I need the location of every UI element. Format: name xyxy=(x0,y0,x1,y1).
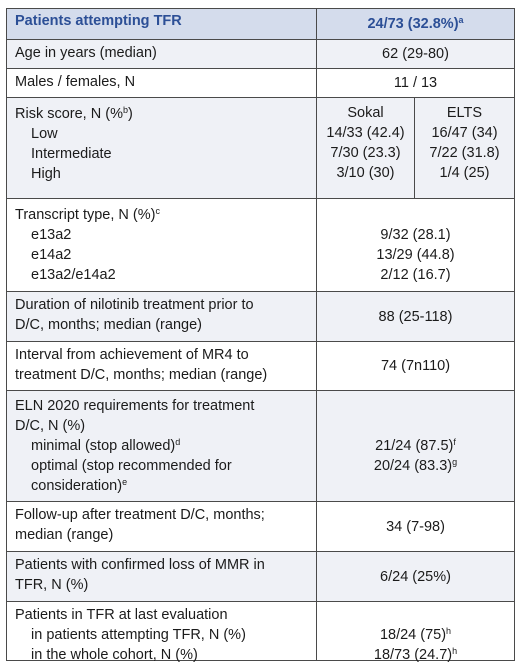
tfr-values-cell: 18/24 (75)h 18/73 (24.7)h xyxy=(317,602,514,664)
interval-label-line-1: Interval from achievement of MR4 to xyxy=(15,347,249,363)
interval-label-cell: Interval from achievement of MR4 to trea… xyxy=(7,342,317,390)
eln-minimal-value: 21/24 (87.5)f xyxy=(375,436,456,456)
eln-label-line-1: ELN 2020 requirements for treatment xyxy=(15,398,255,414)
tfr-sub-label-attempting: in patients attempting TFR, N (%) xyxy=(31,627,246,643)
interval-label-line-2: treatment D/C, months; median (range) xyxy=(15,367,268,383)
followup-label-line-1: Follow-up after treatment D/C, months; xyxy=(15,507,265,523)
eln-optimal-footnote: e xyxy=(122,477,128,487)
transcript-label: Transcript type, N (%)c xyxy=(15,205,308,225)
tfr-value-cohort-footnote: h xyxy=(452,646,458,656)
sokal-low: 14/33 (42.4) xyxy=(326,125,405,141)
duration-label-line-1: Duration of nilotinib treatment prior to xyxy=(15,297,254,313)
eln-optimal-value: 20/24 (83.3)g xyxy=(374,456,457,476)
sokal-header: Sokal xyxy=(347,105,384,121)
tfr-characteristics-table: Patients attempting TFR 24/73 (32.8%)a A… xyxy=(6,8,515,664)
sokal-intermediate: 7/30 (23.3) xyxy=(330,145,401,161)
eln-label-cell: ELN 2020 requirements for treatment D/C,… xyxy=(7,391,317,501)
risk-level-high: High xyxy=(31,166,61,182)
loss-label-line-2: TFR, N (%) xyxy=(15,577,89,593)
transcript-type-e14a2: e14a2 xyxy=(31,247,72,263)
eln-minimal-text: minimal (stop allowed) xyxy=(31,438,176,454)
eln-label-line-2: D/C, N (%) xyxy=(15,418,86,434)
transcript-type-e13a2: e13a2 xyxy=(31,227,72,243)
eln-minimal-value-text: 21/24 (87.5) xyxy=(375,438,454,454)
duration-value: 88 (25-118) xyxy=(378,308,453,325)
eln-optimal-text: consideration) xyxy=(31,478,123,494)
eln-optimal-value-text: 20/24 (83.3) xyxy=(373,458,453,474)
header-value-text: 24/73 (32.8%) xyxy=(367,16,459,32)
duration-label-cell: Duration of nilotinib treatment prior to… xyxy=(7,292,317,341)
loss-label-line-1: Patients with confirmed loss of MMR in xyxy=(15,557,265,573)
eln-minimal-footnote: d xyxy=(175,437,181,447)
risk-level-low: Low xyxy=(31,126,58,142)
risk-level-intermediate: Intermediate xyxy=(31,146,112,162)
age-value: 62 (29-80) xyxy=(382,46,449,62)
risk-label: Risk score, N (%b) xyxy=(15,104,308,124)
transcript-value-both: 2/12 (16.7) xyxy=(380,267,451,283)
risk-label-text: Risk score, N (% xyxy=(15,106,123,122)
table-row-eln-requirements: ELN 2020 requirements for treatment D/C,… xyxy=(7,391,514,502)
table-row-loss-of-mmr: Patients with confirmed loss of MMR in T… xyxy=(7,552,514,602)
header-value-footnote: a xyxy=(458,15,464,25)
eln-optimal-label-line-1: optimal (stop recommended for xyxy=(31,458,232,474)
followup-label-line-2: median (range) xyxy=(15,527,114,543)
eln-optimal-label-line-2: consideration)e xyxy=(15,476,308,496)
table-row-transcript-type: Transcript type, N (%)c e13a2 e14a2 e13a… xyxy=(7,199,514,292)
table-row-risk-score: Risk score, N (%b) Low Intermediate High… xyxy=(7,98,514,199)
table-row-follow-up: Follow-up after treatment D/C, months; m… xyxy=(7,502,514,552)
risk-label-footnote: b xyxy=(122,105,128,115)
tfr-sub-label-cohort: in the whole cohort, N (%) xyxy=(31,647,198,663)
table-row-duration: Duration of nilotinib treatment prior to… xyxy=(7,292,514,342)
elts-high: 1/4 (25) xyxy=(439,165,490,181)
tfr-value-cohort-text: 18/73 (24.7) xyxy=(373,647,453,663)
followup-value: 34 (7-98) xyxy=(386,518,445,535)
transcript-label-cell: Transcript type, N (%)c e13a2 e14a2 e13a… xyxy=(7,199,317,291)
risk-label-close: ) xyxy=(127,106,133,122)
elts-column: ELTS 16/47 (34) 7/22 (31.8) 1/4 (25) xyxy=(415,98,514,198)
table-row-interval: Interval from achievement of MR4 to trea… xyxy=(7,342,514,391)
elts-low: 16/47 (34) xyxy=(431,125,498,141)
transcript-value-e13a2: 9/32 (28.1) xyxy=(380,227,451,243)
transcript-values-cell: 9/32 (28.1) 13/29 (44.8) 2/12 (16.7) xyxy=(317,199,514,291)
transcript-label-footnote: c xyxy=(155,206,160,216)
header-value: 24/73 (32.8%)a xyxy=(317,9,514,39)
eln-optimal-value-footnote: g xyxy=(452,457,458,467)
tfr-value-attempting-text: 18/24 (75) xyxy=(379,627,447,643)
transcript-type-both: e13a2/e14a2 xyxy=(31,267,116,283)
table-row-tfr-last-evaluation: Patients in TFR at last evaluation in pa… xyxy=(7,602,514,664)
sokal-high: 3/10 (30) xyxy=(336,165,395,181)
risk-values-cell: Sokal 14/33 (42.4) 7/30 (23.3) 3/10 (30)… xyxy=(317,98,514,198)
followup-label-cell: Follow-up after treatment D/C, months; m… xyxy=(7,502,317,551)
tfr-label-cell: Patients in TFR at last evaluation in pa… xyxy=(7,602,317,663)
eln-minimal-label: minimal (stop allowed)d xyxy=(15,436,308,456)
tfr-value-attempting-footnote: h xyxy=(446,626,452,636)
elts-intermediate: 7/22 (31.8) xyxy=(429,145,500,161)
tfr-label: Patients in TFR at last evaluation xyxy=(15,607,228,623)
table-header-row: Patients attempting TFR 24/73 (32.8%)a xyxy=(7,9,514,40)
tfr-value-attempting: 18/24 (75)h xyxy=(380,625,451,645)
loss-label-cell: Patients with confirmed loss of MMR in T… xyxy=(7,552,317,601)
transcript-label-text: Transcript type, N (%) xyxy=(15,207,156,223)
elts-header: ELTS xyxy=(446,105,483,121)
sex-value: 11 / 13 xyxy=(393,75,438,91)
eln-minimal-value-footnote: f xyxy=(453,437,456,447)
table-row-sex: Males / females, N 11 / 13 xyxy=(7,69,514,98)
duration-label-line-2: D/C, months; median (range) xyxy=(15,317,202,333)
table-row-age: Age in years (median) 62 (29-80) xyxy=(7,40,514,69)
eln-values-cell: 21/24 (87.5)f 20/24 (83.3)g xyxy=(317,391,514,501)
tfr-value-cohort: 18/73 (24.7)h xyxy=(374,645,457,665)
header-label: Patients attempting TFR xyxy=(7,9,317,39)
loss-value: 6/24 (25%) xyxy=(380,568,451,585)
age-label: Age in years (median) xyxy=(7,40,317,68)
transcript-value-e14a2: 13/29 (44.8) xyxy=(376,247,455,263)
sokal-column: Sokal 14/33 (42.4) 7/30 (23.3) 3/10 (30) xyxy=(317,98,415,198)
interval-value: 74 (7n110) xyxy=(380,358,451,374)
sex-label: Males / females, N xyxy=(7,69,317,97)
risk-label-cell: Risk score, N (%b) Low Intermediate High xyxy=(7,98,317,198)
